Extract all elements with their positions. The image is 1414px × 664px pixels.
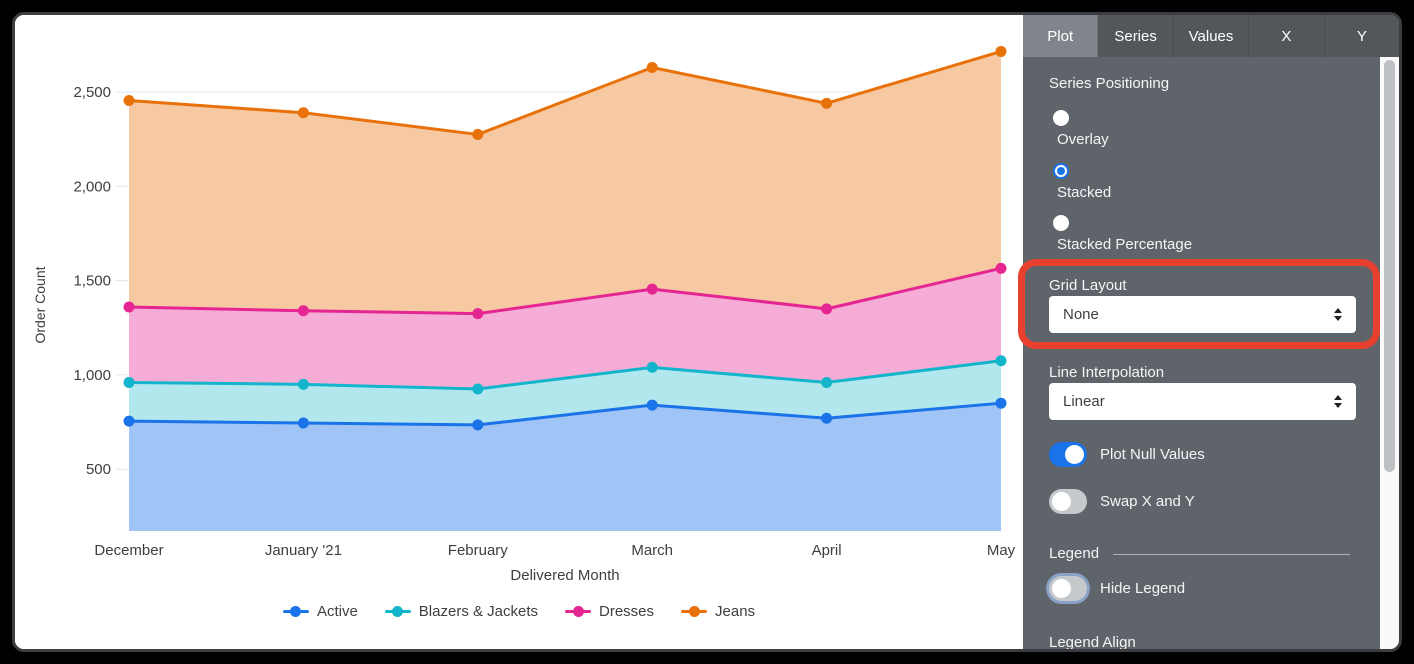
radio-option-stacked[interactable]: Stacked bbox=[1049, 163, 1354, 202]
tab-x[interactable]: X bbox=[1249, 15, 1325, 57]
select-updown-icon bbox=[1334, 395, 1342, 408]
grid-layout-label: Grid Layout bbox=[1049, 277, 1127, 294]
legend-section-header: Legend bbox=[1049, 545, 1354, 563]
radio-icon[interactable] bbox=[1053, 215, 1069, 231]
series-positioning-label: Series Positioning bbox=[1049, 75, 1170, 92]
legend-item-jeans[interactable]: Jeans bbox=[681, 603, 755, 620]
legend-marker-icon bbox=[681, 606, 708, 618]
svg-text:May: May bbox=[987, 542, 1016, 559]
grid-layout-select[interactable]: None bbox=[1049, 296, 1356, 333]
legend-marker-icon bbox=[384, 606, 411, 618]
radio-option-label: Stacked bbox=[1057, 184, 1112, 201]
svg-text:Order Count: Order Count bbox=[32, 266, 48, 343]
svg-text:April: April bbox=[812, 542, 842, 559]
svg-text:March: March bbox=[631, 542, 673, 559]
legend-marker-icon bbox=[282, 606, 309, 618]
radio-option-overlay[interactable]: Overlay bbox=[1049, 110, 1354, 149]
svg-text:Delivered Month: Delivered Month bbox=[510, 567, 619, 584]
legend-item-active[interactable]: Active bbox=[282, 603, 358, 620]
tab-values[interactable]: Values bbox=[1174, 15, 1250, 57]
radio-option-stacked-percentage[interactable]: Stacked Percentage bbox=[1049, 215, 1354, 254]
svg-text:2,000: 2,000 bbox=[73, 178, 111, 195]
legend-align-label: Legend Align bbox=[1049, 634, 1136, 649]
tab-plot[interactable]: Plot bbox=[1023, 15, 1099, 57]
panel-content: Series Positioning Overlay Stacked Stacked… bbox=[1023, 57, 1380, 649]
radio-option-label: Stacked Percentage bbox=[1057, 236, 1193, 253]
radio-selected-icon[interactable] bbox=[1053, 163, 1069, 179]
svg-text:January '21: January '21 bbox=[265, 542, 342, 559]
legend-section-label: Legend bbox=[1049, 545, 1100, 562]
radio-icon[interactable] bbox=[1053, 110, 1069, 126]
legend-marker-icon bbox=[565, 606, 592, 618]
legend-label: Dresses bbox=[599, 603, 655, 620]
chart-legend: Active Blazers & Jackets Dresses Jeans bbox=[15, 603, 1023, 620]
app-window: 500 1,000 1,500 2,000 2,500 December January '… bbox=[12, 12, 1402, 652]
legend-item-dresses[interactable]: Dresses bbox=[565, 603, 654, 620]
plot-settings-panel: Plot Series Values X Y Series Positioning Ov… bbox=[1023, 15, 1399, 649]
panel-scrollbar-track[interactable] bbox=[1380, 57, 1399, 649]
svg-text:2,500: 2,500 bbox=[73, 84, 111, 101]
panel-scrollbar-thumb[interactable] bbox=[1384, 60, 1395, 472]
grid-layout-value: None bbox=[1063, 306, 1099, 323]
line-interpolation-value: Linear bbox=[1063, 393, 1105, 410]
tab-series[interactable]: Series bbox=[1098, 15, 1174, 57]
tab-y[interactable]: Y bbox=[1356, 27, 1367, 45]
series-positioning-radio-group: Overlay Stacked Stacked Percentage bbox=[1049, 110, 1354, 254]
hide-legend-row: Hide Legend bbox=[1049, 576, 1354, 601]
svg-text:December: December bbox=[94, 542, 163, 559]
plot-null-values-label: Plot Null Values bbox=[1100, 445, 1205, 463]
section-divider bbox=[1113, 553, 1350, 555]
swap-x-y-row: Swap X and Y bbox=[1049, 489, 1354, 514]
legend-label: Active bbox=[316, 603, 358, 620]
line-interpolation-label: Line Interpolation bbox=[1049, 364, 1165, 381]
hide-legend-label: Hide Legend bbox=[1100, 579, 1186, 597]
svg-text:February: February bbox=[448, 542, 509, 559]
chart-pane: 500 1,000 1,500 2,000 2,500 December January '… bbox=[15, 15, 1023, 649]
plot-null-values-row: Plot Null Values bbox=[1049, 442, 1354, 467]
panel-tabs: Plot Series Values X Y bbox=[1023, 15, 1399, 57]
legend-label: Blazers & Jackets bbox=[418, 603, 539, 620]
swap-x-y-toggle[interactable] bbox=[1049, 489, 1087, 514]
legend-label: Jeans bbox=[715, 603, 756, 620]
select-updown-icon bbox=[1334, 308, 1342, 321]
plot-null-values-toggle[interactable] bbox=[1049, 442, 1087, 467]
radio-option-label: Overlay bbox=[1057, 131, 1109, 148]
hide-legend-toggle[interactable] bbox=[1049, 576, 1087, 601]
line-interpolation-select[interactable]: Linear bbox=[1049, 383, 1356, 420]
svg-text:1,000: 1,000 bbox=[73, 367, 111, 384]
swap-x-y-label: Swap X and Y bbox=[1100, 492, 1195, 510]
legend-item-blazers-jackets[interactable]: Blazers & Jackets bbox=[384, 603, 539, 620]
stacked-area-chart: 500 1,000 1,500 2,000 2,500 December January '… bbox=[32, 45, 1016, 584]
svg-text:1,500: 1,500 bbox=[73, 273, 111, 290]
svg-text:500: 500 bbox=[86, 461, 111, 478]
